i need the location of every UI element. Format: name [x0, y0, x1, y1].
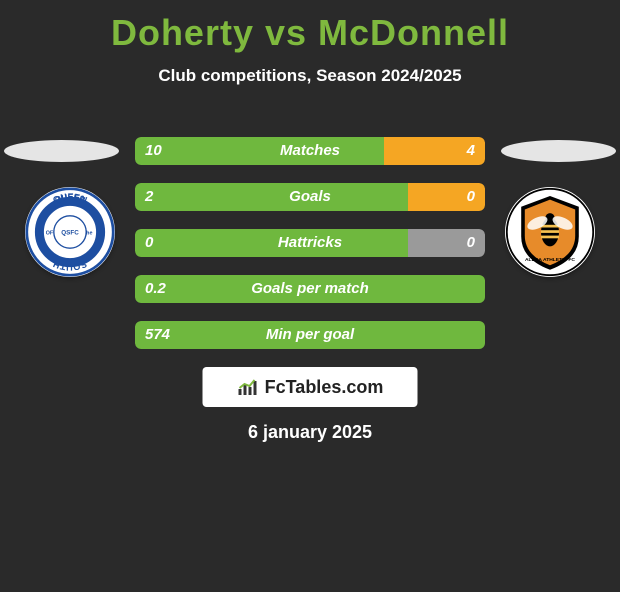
right-club-badge: ALLOA ATHLETIC FC [505, 187, 595, 277]
bar-chart-icon [237, 375, 261, 399]
page-title: Doherty vs McDonnell [0, 12, 620, 54]
stat-row: 574Min per goal [135, 321, 485, 349]
svg-text:QSFC: QSFC [61, 230, 79, 237]
stat-row: 20Goals [135, 183, 485, 211]
stat-label: Hattricks [135, 229, 485, 257]
svg-text:OF: OF [46, 231, 54, 237]
date-label: 6 january 2025 [0, 422, 620, 443]
left-ellipse-deco [4, 140, 119, 162]
svg-text:ALLOA ATHLETIC FC: ALLOA ATHLETIC FC [525, 257, 575, 263]
stat-row: 0.2Goals per match [135, 275, 485, 303]
queen-of-the-south-crest-icon: QUEEN QUEEN SOUTH OF the QSFC [25, 187, 115, 277]
stat-label: Goals per match [135, 275, 485, 303]
stat-label: Goals [135, 183, 485, 211]
stat-bars: 104Matches 20Goals 00Hattricks 0.2Goals per… [135, 137, 485, 367]
subtitle: Club competitions, Season 2024/2025 [0, 66, 620, 86]
alloa-athletic-crest-icon: ALLOA ATHLETIC FC [505, 187, 595, 277]
brand-box[interactable]: FcTables.com [203, 367, 418, 407]
brand-label: FcTables.com [265, 377, 384, 398]
left-club-badge: QUEEN QUEEN SOUTH OF the QSFC [25, 187, 115, 277]
stat-row: 104Matches [135, 137, 485, 165]
stat-row: 00Hattricks [135, 229, 485, 257]
stat-label: Min per goal [135, 321, 485, 349]
stat-label: Matches [135, 137, 485, 165]
right-ellipse-deco [501, 140, 616, 162]
